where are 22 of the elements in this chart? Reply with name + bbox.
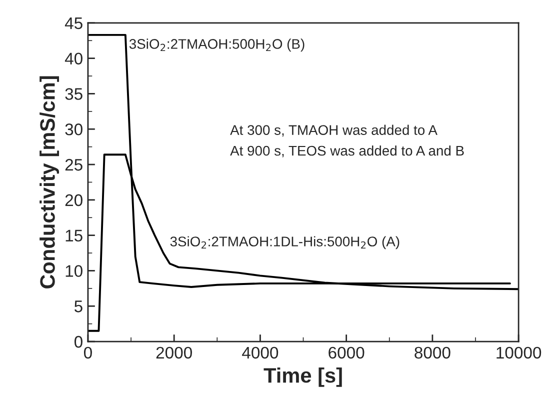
y-tick-label: 15 [66, 230, 82, 242]
x-tick-label: 2000 [156, 346, 192, 359]
y-tick-label: 5 [74, 300, 82, 312]
annotation: At 900 s, TEOS was added to A and B [230, 145, 464, 158]
x-tick-label: 8000 [414, 346, 450, 359]
y-tick-label: 10 [66, 265, 82, 277]
y-tick-label: 20 [65, 194, 82, 206]
x-axis-title: Time [s] [264, 367, 342, 387]
x-tick-label: 6000 [328, 346, 364, 359]
annotation: At 300 s, TMAOH was added to A [230, 124, 438, 137]
y-tick-label: 30 [65, 124, 82, 136]
y-axis-title: Conductivity [mS/cm] [40, 76, 60, 288]
series-label: 3SiO$_{2}$:2TMAOH:1DL-His:500H$_{2}$O (A) [170, 236, 400, 250]
y-tick-label: 0 [74, 336, 82, 348]
y-tick-label: 35 [65, 88, 82, 100]
series-label: 3SiO$_{2}$:2TMAOH:500H$_{2}$O (B) [129, 38, 304, 52]
y-tick-label: 40 [64, 52, 82, 65]
x-tick-label: 10000 [496, 346, 542, 359]
y-tick-label: 45 [64, 17, 82, 30]
x-tick-label: 0 [84, 346, 92, 359]
y-tick-label: 25 [65, 158, 82, 171]
x-tick-label: 4000 [242, 346, 278, 359]
